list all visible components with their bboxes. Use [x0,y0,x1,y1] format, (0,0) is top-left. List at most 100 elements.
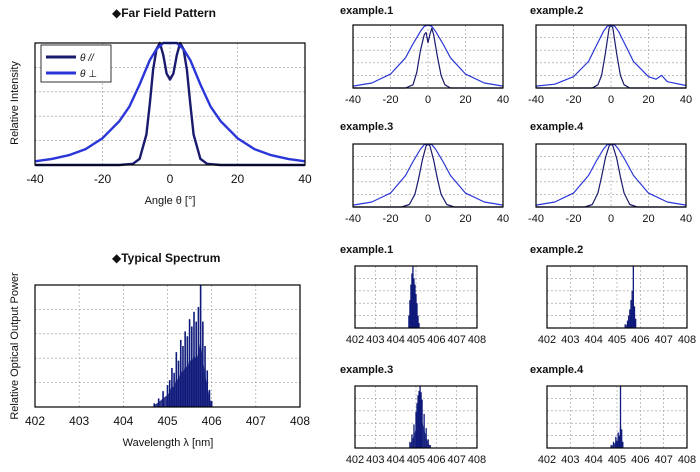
x-tick-label: 408 [678,334,696,346]
spec-example-2-title: example.2 [530,244,583,256]
spec-example-4-title: example.4 [530,364,584,376]
x-tick-label: 404 [584,334,602,346]
x-tick-label: 40 [497,94,509,106]
x-tick-label: 403 [69,414,89,428]
series-line-parallel [353,27,503,89]
x-tick-label: -20 [383,213,399,225]
x-tick-label: 406 [631,334,649,346]
spectrum-main-chart: 402 403 404 405 406 407 408 [25,284,310,428]
far-field-title: ◆Far Field Pattern [112,6,216,20]
ffp-example-1-title: example.1 [340,5,393,17]
x-tick-label: 408 [468,454,486,466]
plot-frame [352,143,504,208]
x-tick-label: 408 [468,334,486,346]
series-line-parallel [35,41,305,167]
x-tick-label: 404 [386,334,404,346]
x-tick-label: 403 [366,454,384,466]
spectrum-envelope [154,339,212,407]
spectrum-envelope [611,413,623,448]
x-tick-label: 40 [680,94,692,106]
spec-example-1-chart: 402 403 404 405 406 407 408 [346,265,486,346]
legend-label-perpendicular: θ ⊥ [80,69,97,80]
ffp-example-3-title: example.3 [340,121,393,133]
x-tick-label: -20 [566,213,582,225]
x-tick-label: 0 [608,213,614,225]
x-tick-label: 405 [608,454,626,466]
x-tick-label: 40 [680,213,692,225]
ffp-example-3-chart: -40 -20 0 20 40 [345,143,509,225]
x-tick-label: 20 [459,213,471,225]
x-tick-label: 405 [608,334,626,346]
x-tick-label: 40 [298,172,312,186]
x-tick-label: -40 [345,94,361,106]
x-tick-label: 20 [642,94,654,106]
x-tick-label: 0 [425,213,431,225]
x-tick-label: -40 [528,213,544,225]
ffp-example-2-title: example.2 [530,5,583,17]
x-tick-label: 402 [538,454,556,466]
x-tick-label: 406 [202,414,222,428]
plot-frame [354,385,478,449]
x-tick-label: 20 [231,172,245,186]
ffp-example-4-chart: -40 -20 0 20 40 [528,143,692,225]
x-tick-label: 20 [642,213,654,225]
spectrum-envelope [409,413,431,448]
x-tick-label: 0 [608,94,614,106]
x-tick-label: 404 [113,414,133,428]
plot-frame [535,143,687,208]
far-field-ylabel: Relative Intensity [9,61,21,145]
ffp-example-2-chart: -40 -20 0 20 40 [528,24,692,106]
spectrum-envelope [625,293,636,328]
x-tick-label: 402 [25,414,45,428]
legend-label-parallel: θ // [80,53,95,64]
x-tick-label: 407 [654,334,672,346]
x-tick-label: 407 [447,334,465,346]
ffp-example-4-title: example.4 [530,121,584,133]
x-tick-label: 406 [631,454,649,466]
ffp-example-1-chart: -40 -20 0 20 40 [345,24,509,106]
x-tick-label: -20 [383,94,399,106]
spectrum-title: ◆Typical Spectrum [112,251,220,265]
x-tick-label: 0 [167,172,174,186]
x-tick-label: -40 [528,94,544,106]
x-tick-label: 403 [561,334,579,346]
x-tick-label: 0 [425,94,431,106]
plot-frame [354,265,478,329]
plot-frame [535,24,687,89]
x-tick-label: 402 [346,334,364,346]
plot-frame [34,42,306,166]
x-tick-label: 404 [584,454,602,466]
x-tick-label: -20 [566,94,582,106]
x-tick-label: 405 [157,414,177,428]
x-tick-label: -20 [94,172,112,186]
spectrum-ylabel: Relative Optical Output Power [9,272,21,420]
x-tick-label: 404 [386,454,404,466]
spec-example-2-chart: 402 403 404 405 406 407 408 [538,265,696,346]
series-line-perpendicular [535,24,687,87]
x-tick-label: 407 [654,454,672,466]
x-tick-label: 408 [678,454,696,466]
spec-example-3-chart: 402 403 404 405 406 407 408 [346,385,486,466]
plot-frame [352,24,504,89]
x-tick-label: -40 [345,213,361,225]
spectrum-envelope [408,293,419,328]
x-tick-label: 405 [407,334,425,346]
x-tick-label: 407 [246,414,266,428]
x-tick-label: 406 [427,334,445,346]
spectrum-xlabel: Wavelength λ [nm] [123,437,214,449]
x-tick-label: 408 [290,414,310,428]
x-tick-label: 403 [366,334,384,346]
x-tick-label: 40 [497,213,509,225]
x-tick-label: -40 [26,172,44,186]
x-tick-label: 402 [538,334,556,346]
spec-example-4-chart: 402 403 404 405 406 407 408 [538,385,696,466]
far-field-main-chart: -40 -20 0 20 40 [26,41,312,186]
plot-frame [546,265,688,329]
legend-box [40,44,112,83]
plot-frame [34,284,301,408]
x-tick-label: 20 [459,94,471,106]
x-tick-label: 403 [561,454,579,466]
x-tick-label: 402 [346,454,364,466]
far-field-xlabel: Angle θ [°] [145,195,196,207]
